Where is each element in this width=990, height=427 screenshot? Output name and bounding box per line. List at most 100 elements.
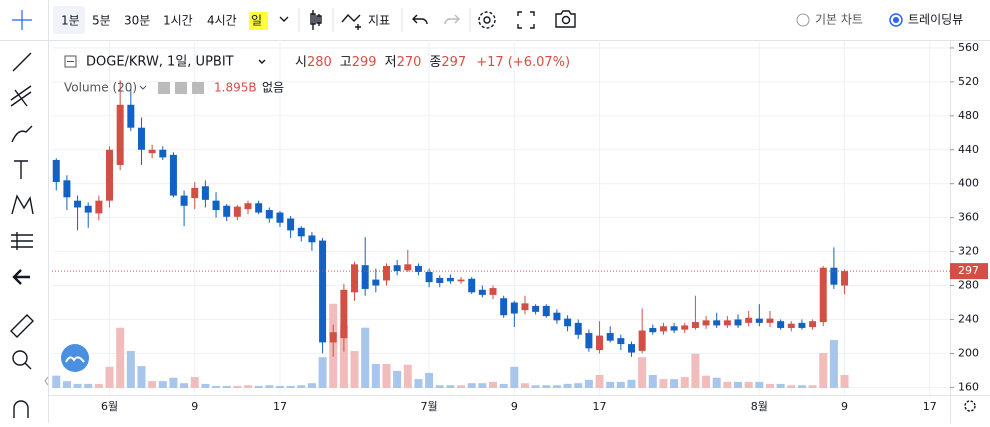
remove-btn[interactable]: [192, 82, 204, 94]
volume-bar: [467, 383, 476, 388]
volume-bar: [180, 383, 189, 388]
interval-btn[interactable]: 1분: [61, 14, 80, 28]
candle-body: [223, 205, 231, 217]
chart-type-btn[interactable]: [310, 10, 322, 30]
volume-bar: [702, 375, 711, 388]
text-tool[interactable]: [14, 160, 28, 179]
volume-bar: [307, 383, 316, 388]
candle-body: [564, 318, 572, 327]
volume-bar: [361, 327, 370, 388]
candle-body: [233, 206, 241, 217]
candle-body: [180, 195, 188, 206]
candle-body: [201, 186, 209, 200]
crosshair-tool[interactable]: [12, 10, 32, 30]
volume-bar: [616, 381, 625, 388]
interval-btn[interactable]: 일: [251, 14, 262, 28]
volume-bar: [382, 364, 391, 388]
chart-mode[interactable]: 기본 차트: [815, 13, 863, 27]
candle-body: [500, 298, 508, 316]
ruler-tool[interactable]: [10, 314, 34, 338]
indicators-btn[interactable]: 지표: [368, 14, 390, 28]
volume-bar: [648, 374, 657, 388]
radio[interactable]: [796, 13, 810, 27]
volume-bar: [212, 385, 221, 388]
pattern-tool[interactable]: [11, 194, 34, 215]
undo-btn[interactable]: [412, 14, 428, 25]
screenshot-btn[interactable]: [555, 10, 576, 28]
volume-bar: [371, 364, 380, 388]
x-tick-label: 17: [273, 400, 287, 413]
candle-body: [351, 264, 359, 293]
volume-bar: [52, 375, 61, 388]
volume-dropdown[interactable]: [139, 85, 147, 90]
redo-btn[interactable]: [444, 14, 460, 25]
candle-body: [553, 312, 561, 321]
interval-btn[interactable]: 30분: [124, 14, 150, 28]
volume-bar: [712, 377, 721, 388]
volume-bar: [62, 381, 71, 388]
settings-btn[interactable]: [478, 11, 496, 29]
candle-body: [74, 200, 82, 208]
candle-body: [819, 267, 827, 323]
candle-body: [446, 277, 454, 282]
volume-bar: [606, 381, 615, 388]
volume-bar: [275, 385, 284, 388]
fullscreen-btn[interactable]: [517, 11, 535, 29]
interval-btn[interactable]: 5분: [92, 14, 111, 28]
candle-body: [691, 322, 699, 328]
symbol-dropdown[interactable]: [258, 59, 266, 64]
visibility-btn[interactable]: [158, 82, 170, 94]
volume-bar: [510, 366, 519, 388]
axis-settings[interactable]: [964, 400, 976, 412]
ohlc: 시280 고299 저270 종297 +17 (+6.07%): [295, 55, 570, 70]
ohlc-label: 시: [295, 55, 307, 70]
candle-body: [244, 203, 252, 210]
candle-body: [596, 335, 604, 351]
volume-bar: [829, 340, 838, 388]
indicator-icon[interactable]: [341, 13, 361, 30]
volume-bar: [148, 381, 157, 388]
interval-dropdown[interactable]: [279, 16, 289, 22]
interval-btn[interactable]: 1시간: [163, 14, 193, 28]
volume-bar: [584, 379, 593, 388]
radio-selected[interactable]: [889, 13, 903, 27]
magnet-tool[interactable]: [13, 400, 29, 418]
candle-body: [436, 277, 444, 283]
x-tick-label: 9: [841, 400, 848, 413]
zoom-tool[interactable]: [12, 350, 28, 366]
volume-bar: [691, 353, 700, 388]
brush-tool[interactable]: [11, 125, 33, 143]
y-tick-label: 560: [958, 41, 979, 54]
volume-bar: [84, 383, 93, 388]
line-tool[interactable]: [12, 52, 32, 72]
candle-body: [169, 154, 177, 196]
volume-bar: [446, 385, 455, 388]
active-bg: [53, 6, 85, 34]
fib-tool[interactable]: [10, 85, 32, 107]
settings-btn[interactable]: [175, 82, 187, 94]
settings-core: [483, 16, 491, 24]
volume-bar: [244, 385, 253, 388]
highlight: [249, 12, 268, 30]
volume-bar: [116, 327, 125, 388]
volume-bar: [723, 381, 732, 388]
forecast-tool[interactable]: [11, 232, 33, 250]
volume-bar: [350, 351, 359, 388]
ohlc-value: 280: [307, 55, 332, 70]
interval-btn[interactable]: 4시간: [207, 14, 237, 28]
candle-body: [457, 279, 465, 282]
volume-bar: [265, 385, 274, 388]
collapse-btn[interactable]: [44, 376, 49, 386]
back-tool[interactable]: [12, 269, 30, 285]
y-tick-label: 320: [958, 245, 979, 258]
volume-bar: [73, 383, 82, 388]
chart-mode[interactable]: 트레이딩뷰: [908, 13, 963, 27]
volume-bar: [393, 370, 402, 388]
candle-body: [745, 317, 753, 323]
volume-value: 1.895B: [214, 81, 257, 95]
ohlc-label: 종: [429, 55, 441, 70]
collapse-icon[interactable]: [64, 55, 77, 68]
candle-body: [308, 235, 316, 243]
candle-body: [382, 266, 390, 281]
volume-bar: [158, 381, 167, 388]
